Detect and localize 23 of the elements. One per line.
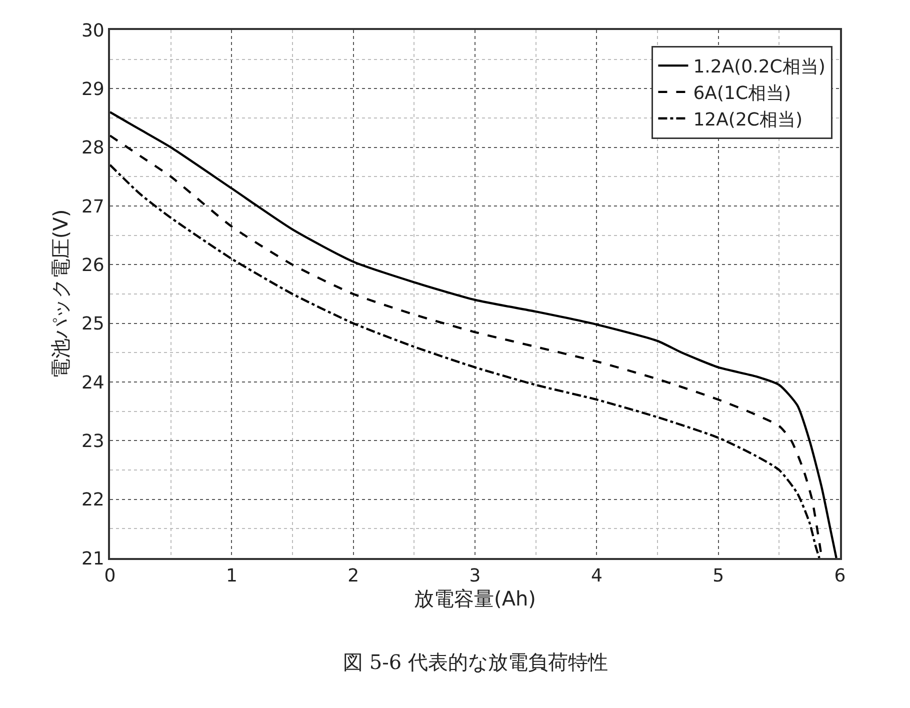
y-tick-label: 25 [81, 314, 104, 335]
x-axis-title: 放電容量(Ah) [414, 586, 536, 611]
x-tick-label: 3 [469, 566, 481, 587]
legend-label: 1.2A(0.2C相当) [693, 56, 826, 78]
x-tick-label: 0 [104, 566, 116, 587]
y-tick-label: 22 [81, 490, 104, 511]
y-tick-label: 27 [81, 196, 104, 218]
y-tick-label: 29 [81, 78, 104, 100]
y-tick-label: 21 [81, 548, 104, 570]
y-tick-label: 30 [81, 20, 104, 42]
x-tick-label: 6 [834, 566, 846, 587]
y-tick-label: 26 [81, 254, 104, 276]
legend-label: 12A(2C相当) [693, 109, 802, 130]
y-axis-title: 電池パック電圧(V) [48, 209, 72, 379]
x-tick-label: 2 [348, 566, 360, 587]
x-tick-label: 5 [712, 566, 724, 587]
x-tick-label: 4 [590, 566, 602, 587]
y-tick-label: 28 [81, 138, 104, 159]
y-tick-label: 23 [81, 430, 104, 452]
x-tick-label: 1 [226, 566, 238, 587]
y-tick-label: 24 [81, 372, 104, 394]
legend-label: 6A(1C相当) [693, 82, 792, 104]
caption: 図 5-6 代表的な放電負荷特性 [343, 650, 608, 674]
